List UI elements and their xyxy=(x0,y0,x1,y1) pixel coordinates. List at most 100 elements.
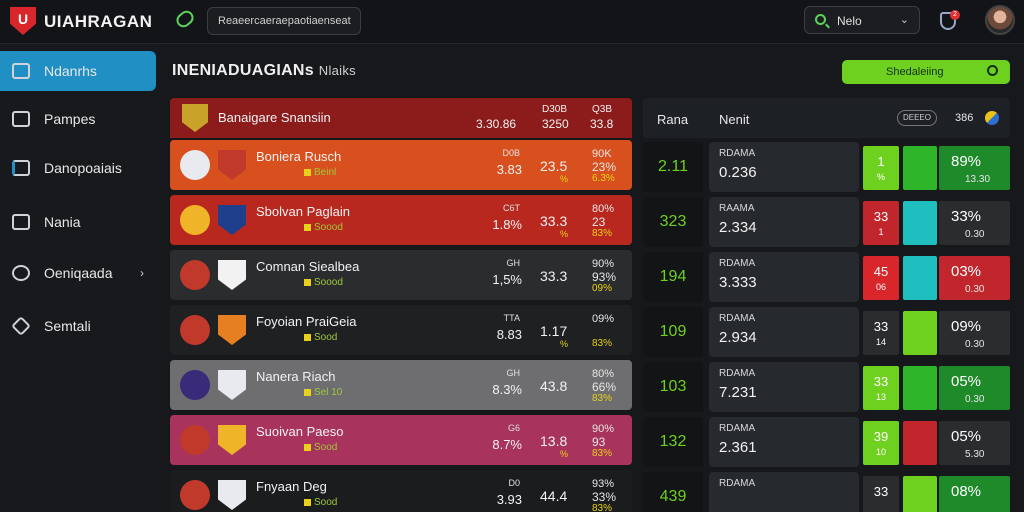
col3-mid: 93% xyxy=(592,270,617,284)
team-sub: Sel 10 xyxy=(304,387,342,398)
col1-value: 8.83 xyxy=(496,327,522,342)
table-row[interactable]: Boniera Rusch Beinl D0B 3.83 23.5% 90K 23% 6.3% xyxy=(170,140,632,190)
indicator-cell xyxy=(903,146,937,190)
col3-top: 90K xyxy=(592,148,612,160)
percent-cell[interactable]: 03% 0.30 xyxy=(939,256,1010,300)
table-row[interactable]: Suoivan Paeso Sood G6 8.7% 13.8% 90% 93 83% xyxy=(170,415,632,465)
col3-bottom: 83% xyxy=(592,228,613,239)
percent-sub: 5.30 xyxy=(965,449,985,460)
rank-value: 109 xyxy=(643,307,703,357)
stat-cell: RDAMA 2.361 xyxy=(709,417,859,467)
score-cell[interactable]: 1% xyxy=(863,146,899,190)
table-row[interactable]: 132 RDAMA 2.361 39 10 05% 5.30 xyxy=(643,417,1010,467)
sidebar-item-reports[interactable]: Danopoaiais xyxy=(0,148,156,188)
col3-top: 90% xyxy=(592,423,615,435)
percent-cell[interactable]: 09% 0.30 xyxy=(939,311,1010,355)
table-row[interactable]: 323 RAAMA 2.334 33 1 33% 0.30 xyxy=(643,197,1010,247)
chart-icon xyxy=(12,160,30,176)
filter-select-value: Nelo xyxy=(837,14,862,28)
header-col-b-top: D30B xyxy=(542,104,568,115)
table-row[interactable]: Nanera Riach Sel 10 GH 8.3% 43.8 80% 66% 83% xyxy=(170,360,632,410)
col2-value: 44.4 xyxy=(540,488,568,504)
sidebar: Ndanrhs Pampes Danopoaiais Nania Oeniqaa… xyxy=(0,45,158,512)
col2-value: 13.8 xyxy=(540,433,568,449)
stat-cell: RDAMA xyxy=(709,472,859,512)
col2-value: 1.17 xyxy=(540,323,568,339)
score-cell[interactable]: 33 13 xyxy=(863,366,899,410)
score-value: 33 xyxy=(873,374,889,389)
stat-cell: RDAMA 3.333 xyxy=(709,252,859,302)
page-title: INENIADUAGIANs Nlaiks xyxy=(172,62,356,80)
team-name: Foyoian PraiGeia xyxy=(256,314,357,329)
percent-cell[interactable]: 33% 0.30 xyxy=(939,201,1010,245)
club-shield-icon xyxy=(218,370,246,400)
table-row[interactable]: 439 RDAMA 33 08% xyxy=(643,472,1010,512)
score-cell[interactable]: 45 06 xyxy=(863,256,899,300)
percent-cell[interactable]: 05% 0.30 xyxy=(939,366,1010,410)
club-shield-icon xyxy=(218,260,246,290)
score-cell[interactable]: 33 1 xyxy=(863,201,899,245)
team-name: Boniera Rusch xyxy=(256,149,342,164)
link-icon[interactable] xyxy=(173,7,197,31)
sidebar-item-settings[interactable]: Oeniqaada › xyxy=(0,253,156,293)
col3-mid: 66% xyxy=(592,380,617,394)
search-icon xyxy=(987,65,998,76)
score-cell[interactable]: 33 xyxy=(863,476,899,512)
stat-label: RDAMA xyxy=(719,258,756,269)
sidebar-item-label: Ndanrhs xyxy=(44,63,97,79)
sidebar-item-security[interactable]: Semtali xyxy=(0,306,156,346)
sidebar-item-team[interactable]: Nania xyxy=(0,202,156,242)
table-row[interactable]: Comnan Siealbea Soood GH 1,5% 33.3 90% 93% 09% xyxy=(170,250,632,300)
percent-sub: 13.30 xyxy=(965,174,991,185)
stat-value: 2.934 xyxy=(719,329,757,346)
team-name: Comnan Siealbea xyxy=(256,259,360,274)
table-row[interactable]: 2.11 RDAMA 0.236 1% 89% 13.30 xyxy=(643,142,1010,192)
globe-icon xyxy=(985,111,999,125)
percent-sub: 0.30 xyxy=(965,339,985,350)
table-row[interactable]: 103 RDAMA 7.231 33 13 05% 0.30 xyxy=(643,362,1010,412)
team-name: Nanera Riach xyxy=(256,369,336,384)
user-avatar[interactable] xyxy=(985,5,1015,35)
table-row[interactable]: Fnyaan Deg Sood D0 3.93 44.4 93% 33% 83% xyxy=(170,470,632,512)
sidebar-item-dashboard[interactable]: Ndanrhs xyxy=(0,51,156,91)
header-col-c-top: Q3B xyxy=(592,104,613,115)
stat-cell: RDAMA 0.236 xyxy=(709,142,859,192)
percent-cell[interactable]: 89% 13.30 xyxy=(939,146,1010,190)
col3-bottom: 83% xyxy=(592,448,613,459)
score-cell[interactable]: 33 14 xyxy=(863,311,899,355)
schedule-button[interactable]: Shedaleiing xyxy=(842,60,1010,84)
team-crest-icon xyxy=(180,150,210,180)
indicator-cell xyxy=(903,366,937,410)
settings-icon xyxy=(12,265,30,281)
col3-top: 90% xyxy=(592,258,615,270)
percent-sub: 0.30 xyxy=(965,394,985,405)
sidebar-item-label: Nania xyxy=(44,214,81,230)
stat-value: 2.334 xyxy=(719,219,757,236)
search-icon xyxy=(815,14,826,25)
col3-bottom: 83% xyxy=(592,338,613,349)
sidebar-item-pages[interactable]: Pampes xyxy=(0,99,156,139)
percent-cell[interactable]: 08% xyxy=(939,476,1010,512)
percent-value: 33% xyxy=(951,208,982,225)
table-row[interactable]: Foyoian PraiGeia Sood TTA 8.83 1.17% 09% 83% xyxy=(170,305,632,355)
indicator-cell xyxy=(903,421,937,465)
indicator-cell xyxy=(903,476,937,512)
table-row[interactable]: Sbolvan Paglain Soood C6T 1.8% 33.3% 80% 23 83% xyxy=(170,195,632,245)
table-row[interactable]: 109 RDAMA 2.934 33 14 09% 0.30 xyxy=(643,307,1010,357)
right-header-pill[interactable]: DEEEO xyxy=(897,110,937,126)
table-row[interactable]: 194 RDAMA 3.333 45 06 03% 0.30 xyxy=(643,252,1010,302)
app-logo-icon[interactable]: U xyxy=(10,7,36,35)
rank-value: 2.11 xyxy=(643,142,703,192)
indicator-cell xyxy=(903,256,937,300)
top-bar: U UIAHRAGAN Reaeercaeraepaotiaenseat Nel… xyxy=(0,0,1024,44)
search-input[interactable]: Reaeercaeraepaotiaenseat xyxy=(207,7,361,35)
filter-select[interactable]: Nelo ⌄ xyxy=(804,6,920,34)
header-col-c: 33.8 xyxy=(590,117,614,131)
col2-suffix: % xyxy=(560,449,569,459)
notifications-button[interactable]: 2 xyxy=(940,10,960,30)
col1-top: D0B xyxy=(502,148,520,158)
percent-cell[interactable]: 05% 5.30 xyxy=(939,421,1010,465)
score-cell[interactable]: 39 10 xyxy=(863,421,899,465)
folder-icon xyxy=(12,111,30,127)
sidebar-item-label: Semtali xyxy=(44,318,91,334)
